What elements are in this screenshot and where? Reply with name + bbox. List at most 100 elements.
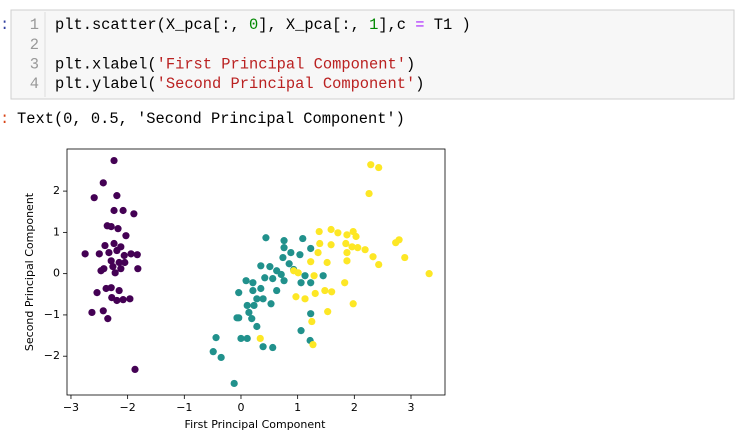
scatter-point — [262, 234, 270, 242]
axes-frame — [66, 148, 446, 396]
code-cell[interactable] — [10, 9, 735, 100]
x-tick-label: −1 — [176, 401, 192, 414]
scatter-point — [401, 253, 409, 262]
scatter-point — [110, 206, 118, 215]
scatter-point — [367, 161, 375, 169]
code-line: plt.scatter(X_pca[:, 0], X_pca[:, 1],c =… — [55, 16, 471, 34]
scatter-point — [287, 249, 295, 257]
scatter-point — [248, 315, 256, 323]
line-number: 2 — [30, 36, 39, 54]
code-token: 'Second Principal Component' — [157, 75, 416, 93]
x-tick-label: 0 — [237, 401, 244, 414]
scatter-point — [122, 232, 130, 240]
scatter-point — [126, 295, 134, 303]
scatter-point — [307, 258, 315, 266]
scatter-point — [327, 241, 335, 249]
code-token: ) — [406, 55, 415, 73]
scatter-point — [110, 239, 118, 248]
code-token: ],c — [378, 16, 415, 34]
scatter-point — [316, 239, 324, 248]
scatter-point — [392, 239, 400, 247]
scatter-point — [95, 250, 103, 258]
scatter-point — [111, 269, 119, 277]
scatter-point — [97, 267, 105, 275]
scatter-point — [105, 249, 113, 257]
scatter-point — [209, 348, 217, 356]
scatter-point — [115, 286, 123, 295]
scatter-point — [309, 341, 317, 349]
scatter-point — [375, 260, 383, 269]
scatter-point — [311, 289, 319, 298]
scatter-point — [250, 301, 258, 310]
x-tick-label: 3 — [407, 401, 414, 414]
scatter-point — [243, 334, 251, 343]
scatter-point — [299, 234, 307, 243]
scatter-point — [280, 244, 288, 252]
scatter-point — [280, 277, 288, 285]
code-token: 'First Principal Component' — [157, 55, 406, 73]
y-tick-label: 1 — [53, 225, 60, 238]
y-tick-label: −1 — [44, 308, 60, 321]
x-tick-label: 2 — [351, 401, 358, 414]
scatter-point — [107, 222, 115, 231]
scatter-point — [81, 250, 89, 258]
scatter-point — [131, 365, 139, 374]
scatter-point — [117, 265, 125, 273]
scatter-point — [297, 279, 305, 287]
scatter-point — [113, 246, 121, 255]
scatter-point — [242, 277, 250, 285]
scatter-point — [308, 317, 316, 326]
scatter-point — [243, 301, 251, 310]
output-text: Text(0, 0.5, 'Second Principal Component… — [17, 110, 405, 128]
scatter-point — [277, 270, 285, 279]
scatter-point — [120, 251, 128, 260]
y-tick-label: 2 — [53, 184, 60, 197]
scatter-point — [341, 279, 349, 287]
scatter-point — [261, 274, 269, 282]
y-tick-label: 0 — [53, 267, 60, 280]
scatter-point — [267, 300, 275, 308]
scatter-point — [101, 241, 109, 250]
scatter-point — [99, 179, 107, 187]
x-tick-label: 1 — [294, 401, 301, 414]
scatter-point — [93, 289, 101, 297]
scatter-point — [301, 272, 309, 280]
scatter-point — [256, 334, 264, 343]
line-number: 4 — [30, 75, 39, 93]
scatter-point — [253, 295, 261, 303]
scatter-point — [343, 257, 351, 265]
scatter-point — [307, 279, 315, 287]
scatter-point — [134, 265, 142, 273]
scatter-point — [342, 239, 350, 248]
scatter-point — [314, 249, 322, 257]
scatter-point — [107, 284, 115, 292]
scatter-point — [328, 288, 336, 296]
scatter-point — [249, 286, 257, 295]
scatter-point — [279, 253, 287, 262]
scatter-point — [259, 343, 267, 351]
scatter-point — [327, 225, 335, 234]
scatter-point — [113, 192, 121, 200]
code-token: T1 ) — [425, 16, 471, 34]
scatter-point — [88, 308, 96, 317]
scatter-point — [334, 229, 342, 237]
x-tick-label: −3 — [63, 401, 79, 414]
scatter-point — [115, 258, 123, 267]
line-number: 3 — [30, 55, 39, 73]
scatter-point — [237, 334, 245, 343]
scatter-point — [285, 260, 293, 268]
scatter-point — [307, 310, 315, 318]
scatter-point — [315, 227, 323, 236]
scatter-point — [253, 322, 261, 331]
scatter-point — [109, 263, 117, 271]
output-prompt: : — [0, 110, 9, 128]
code-token: 0 — [249, 16, 258, 34]
code-token: ) — [415, 75, 424, 93]
scatter-point — [217, 353, 225, 362]
scatter-point — [257, 262, 265, 270]
scatter-point — [369, 253, 377, 261]
scatter-point — [107, 257, 115, 265]
scatter-point — [294, 269, 302, 277]
scatter-point — [319, 272, 327, 280]
scatter-point — [301, 295, 309, 303]
